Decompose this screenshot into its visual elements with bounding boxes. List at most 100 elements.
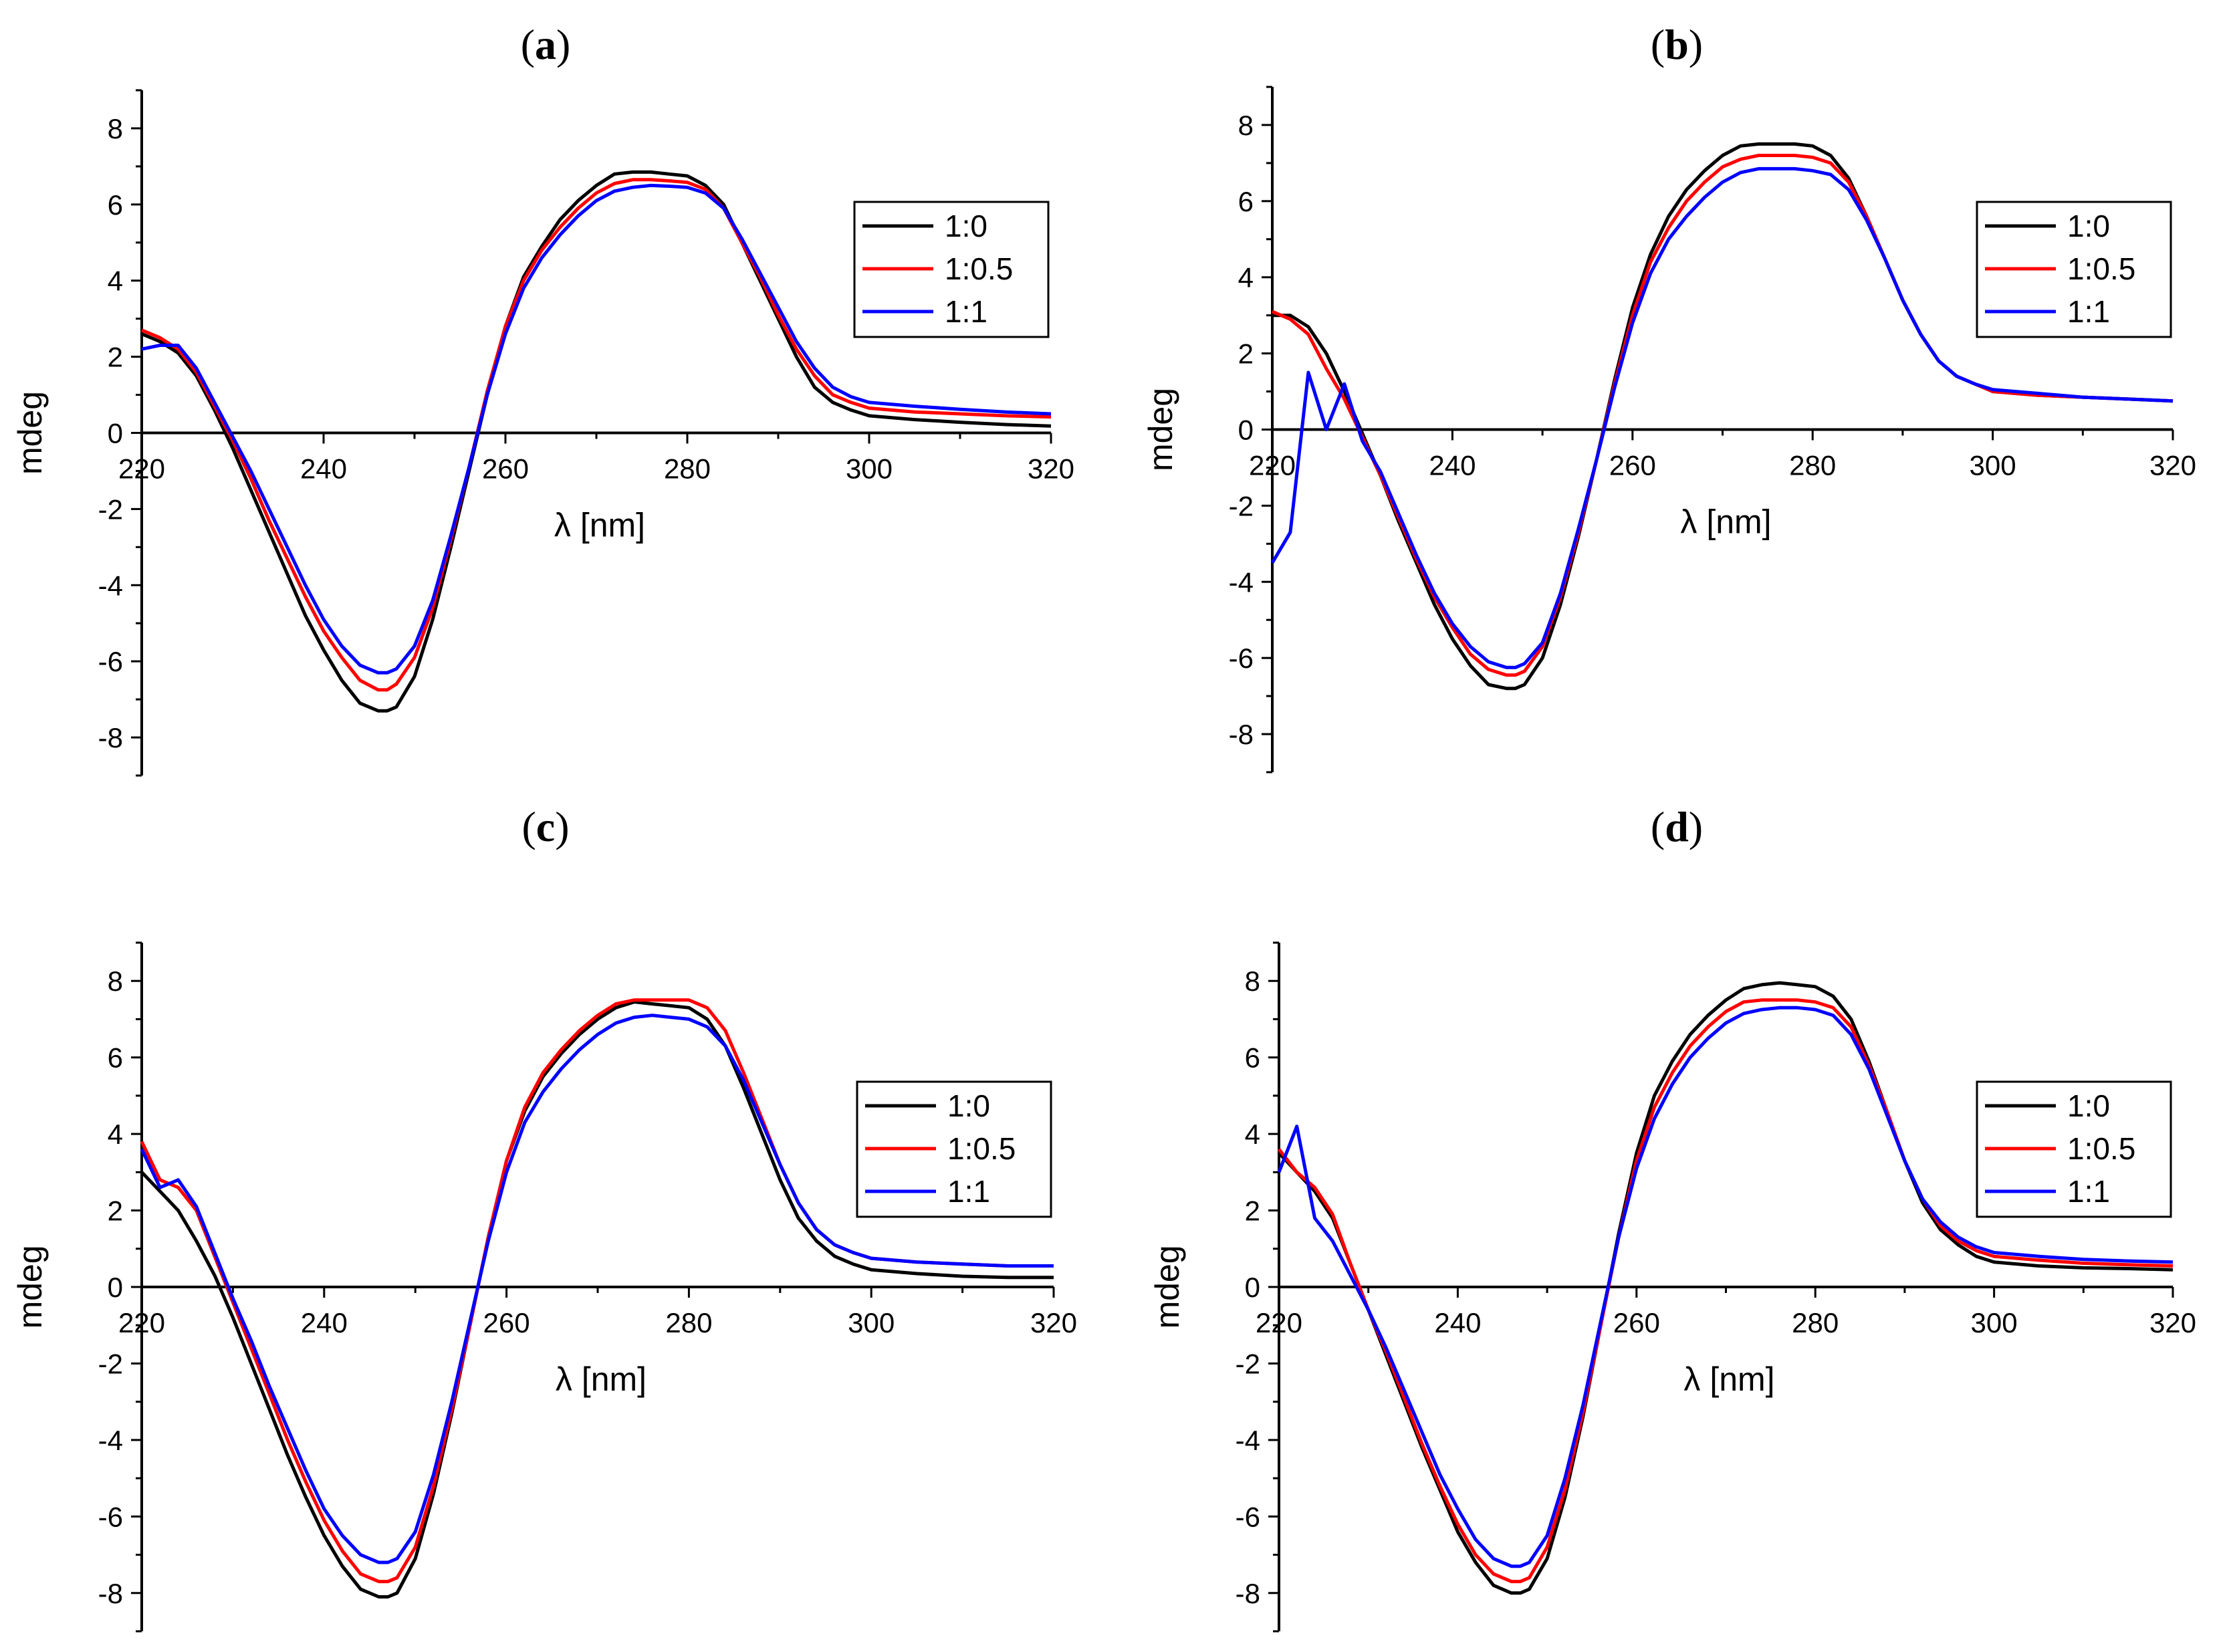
x-tick-label: 300 <box>846 453 893 485</box>
y-tick-label: 6 <box>108 189 123 221</box>
series-line-2 <box>141 178 1052 692</box>
legend-label: 1:0 <box>2067 209 2110 243</box>
y-tick-label: 2 <box>108 342 123 373</box>
x-axis-label: λ [nm] <box>554 507 645 544</box>
x-tick-label: 280 <box>1792 1307 1839 1338</box>
legend-label: 1:0 <box>2067 1088 2110 1123</box>
x-tick-label: 300 <box>1971 1307 2018 1338</box>
x-tick-label: 260 <box>482 453 529 485</box>
x-axis-label: λ [nm] <box>1680 503 1771 541</box>
x-tick-label: 320 <box>2149 1307 2196 1338</box>
legend: 1:0 1:0.5 1:1 <box>1976 1080 2172 1218</box>
y-tick-label: 4 <box>1245 1118 1260 1150</box>
legend-label: 1:0 <box>945 209 987 243</box>
y-tick-label: 4 <box>1238 262 1254 293</box>
y-tick-label: -2 <box>1229 490 1254 521</box>
y-tick-label: -4 <box>98 1425 123 1456</box>
legend-label: 1:0.5 <box>945 251 1013 286</box>
y-tick-label: -6 <box>1229 642 1254 674</box>
chart-panel-b: (b) -8 -6 -4 -2 0 2 4 6 8 220 240 260 280 300 320 λ [nm]… <box>1142 21 2196 774</box>
y-tick-label: -4 <box>1236 1425 1260 1456</box>
panel-label: (a) <box>521 21 571 68</box>
series-line-1 <box>140 1000 1054 1599</box>
legend: 1:0 1:0.5 1:1 <box>853 201 1050 338</box>
x-tick-label: 220 <box>1256 1307 1302 1338</box>
y-tick-label: 8 <box>1238 110 1254 141</box>
chart-panel-c: (c) -8 -6 -4 -2 0 2 4 6 8 220 240 260 280 300 320 λ [nm]… <box>11 803 1077 1633</box>
y-tick-label: 0 <box>1238 415 1254 446</box>
y-tick-label: -4 <box>98 570 123 601</box>
y-tick-label: -4 <box>1229 566 1254 598</box>
legend-label: 1:0 <box>947 1088 990 1123</box>
x-tick-label: 240 <box>301 1307 348 1338</box>
y-tick-label: 8 <box>108 113 123 144</box>
x-tick-label: 320 <box>1030 1307 1077 1338</box>
y-tick-label: -8 <box>98 1578 123 1609</box>
y-tick-label: 2 <box>108 1195 123 1227</box>
y-tick-label: 0 <box>1245 1272 1260 1303</box>
y-tick-label: 0 <box>108 418 123 449</box>
y-tick-label: 8 <box>108 965 123 997</box>
x-axis-label: λ [nm] <box>556 1361 647 1398</box>
y-tick-label: 8 <box>1245 965 1260 997</box>
x-tick-label: 240 <box>300 453 347 485</box>
y-tick-label: 6 <box>1238 186 1254 217</box>
x-tick-label: 240 <box>1429 450 1476 481</box>
panel-label: (b) <box>1651 21 1703 68</box>
y-tick-label: -8 <box>1229 719 1254 750</box>
x-tick-label: 280 <box>665 1307 712 1338</box>
legend-label: 1:1 <box>945 294 987 329</box>
x-tick-label: 300 <box>848 1307 895 1338</box>
x-tick-label: 260 <box>1613 1307 1660 1338</box>
x-tick-label: 280 <box>664 453 711 485</box>
y-tick-label: -2 <box>98 493 123 525</box>
y-tick-label: 6 <box>1245 1042 1260 1074</box>
legend-label: 1:0.5 <box>2067 1131 2135 1166</box>
legend-label: 1:1 <box>2067 1174 2110 1209</box>
series-line-1 <box>141 170 1052 713</box>
y-tick-label: -6 <box>98 1501 123 1532</box>
x-tick-label: 260 <box>1609 450 1656 481</box>
chart-panel-a: (a) -8 -6 -4 -2 0 2 4 6 8 220 240 260 280 300 320 λ [nm]… <box>11 21 1074 777</box>
x-tick-label: 220 <box>118 1307 165 1338</box>
legend-label: 1:0.5 <box>2067 251 2135 286</box>
y-tick-label: -6 <box>1236 1501 1260 1532</box>
y-tick-label: 2 <box>1238 338 1254 370</box>
y-axis-label: mdeg <box>1142 388 1179 471</box>
x-axis-label: λ [nm] <box>1683 1361 1774 1398</box>
y-axis-label: mdeg <box>1149 1245 1186 1328</box>
chart-panel-d: (d) -8 -6 -4 -2 0 2 4 6 8 220 240 260 280 300 320 λ [nm]… <box>1149 803 2196 1633</box>
y-tick-label: 4 <box>108 265 123 297</box>
legend: 1:0 1:0.5 1:1 <box>856 1080 1052 1218</box>
x-tick-label: 300 <box>1970 450 2016 481</box>
y-tick-label: 0 <box>108 1272 123 1303</box>
y-tick-label: -2 <box>98 1348 123 1379</box>
x-tick-label: 260 <box>483 1307 530 1338</box>
series-line-3 <box>1277 1006 2174 1568</box>
legend-label: 1:1 <box>2067 294 2110 329</box>
y-tick-label: -8 <box>98 722 123 753</box>
y-tick-label: 2 <box>1245 1195 1260 1227</box>
y-axis-label: mdeg <box>11 1245 49 1328</box>
panel-label: (c) <box>521 803 569 850</box>
x-tick-label: 220 <box>1249 450 1296 481</box>
x-tick-label: 280 <box>1789 450 1836 481</box>
y-tick-label: 6 <box>108 1042 123 1074</box>
x-tick-label: 320 <box>1028 453 1074 485</box>
legend-label: 1:1 <box>947 1174 990 1209</box>
y-tick-label: 4 <box>108 1118 123 1150</box>
legend-label: 1:0.5 <box>947 1131 1016 1166</box>
y-axis-label: mdeg <box>11 391 49 475</box>
legend: 1:0 1:0.5 1:1 <box>1976 201 2172 338</box>
y-tick-label: -8 <box>1236 1578 1260 1609</box>
x-tick-label: 220 <box>118 453 165 485</box>
y-tick-label: -6 <box>98 646 123 677</box>
series-line-3 <box>141 183 1052 675</box>
x-tick-label: 320 <box>2149 450 2196 481</box>
series-line-3 <box>140 1014 1054 1564</box>
panel-label: (d) <box>1651 803 1703 850</box>
series-line-3 <box>1270 166 2174 669</box>
y-tick-label: -2 <box>1236 1348 1260 1379</box>
x-tick-label: 240 <box>1434 1307 1481 1338</box>
